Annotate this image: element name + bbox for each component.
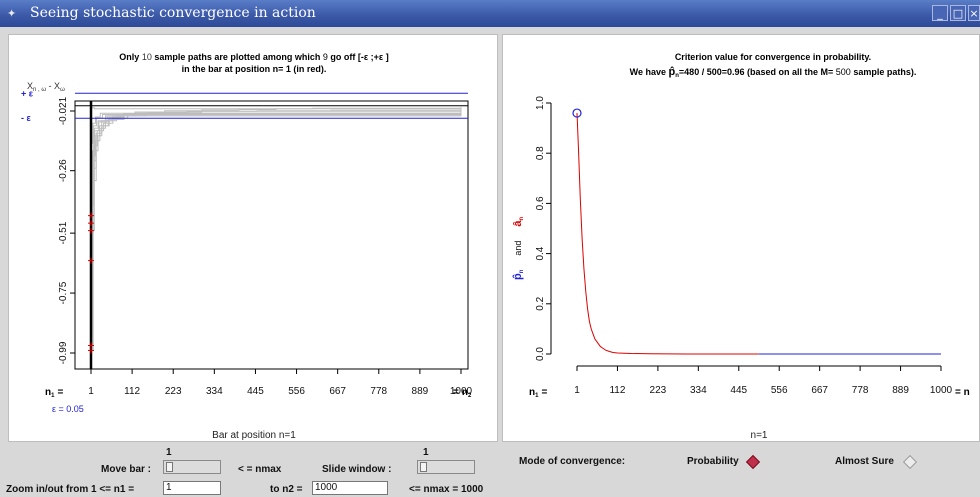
sample-path [91,110,462,352]
x-tick-label: 112 [124,386,140,397]
n1-input[interactable]: 1 [163,481,221,495]
x-tick-label: 334 [206,386,223,397]
y-tick-label: -0.75 [58,281,69,304]
criterion-n1-label: n1 = [529,387,547,399]
x-tick-label: 1000 [450,386,473,397]
criterion-plot-area [563,93,970,365]
plus-epsilon-label: + ε [21,88,34,98]
criterion-series [572,108,941,355]
y-tick-label: -0.99 [58,341,69,364]
y-tick-label: 0.4 [535,246,546,260]
x-tick-label: 556 [771,385,788,396]
criterion-plot-x-axis: 1 112 223 334 445 556 667 778 889 1000 [574,365,953,396]
x-tick-label: 112 [609,385,625,396]
x-tick-label: 667 [811,385,828,396]
off-band-marks [88,212,94,354]
paths-plot-x-axis: 1 112 223 334 445 556 667 778 889 1000 [88,369,473,397]
y-tick-label: 0.8 [535,146,546,160]
move-bar-slider[interactable] [163,460,221,474]
x-tick-label: 556 [288,386,305,397]
x-tick-label: 1000 [930,385,953,396]
paths-plot-frame [74,100,469,370]
n2-input[interactable]: 1000 [312,481,388,495]
p-hat-series [576,113,759,355]
y-tick-label: -0.26 [58,159,69,182]
paths-plot-y-axis: -0.021 -0.26 -0.51 -0.75 -0.99 [58,96,75,364]
x-tick-label: 445 [247,386,264,397]
y-tick-label: 0.2 [535,296,546,310]
sample-path [91,110,462,144]
y-tick-label: 1.0 [535,96,546,110]
criterion-ylabel: p̂nandân [512,216,525,280]
bar-position-caption: Bar at position n=1 [212,430,296,441]
to-n2-label: to n2 = [270,484,303,495]
slide-window-slider[interactable] [417,460,475,474]
criterion-plot-y-axis: 0.0 0.2 0.4 0.6 0.8 1.0 [535,96,552,361]
paths-plot-title-line2: in the bar at position n= 1 (in red). [182,64,327,74]
window-titlebar[interactable]: ✦ Seeing stochastic convergence in actio… [0,0,980,27]
paths-plot-title-line1: Only 10 sample paths are plotted among w… [119,52,388,62]
x-tick-label: 778 [852,385,869,396]
sample-paths [91,107,462,352]
move-bar-slider-thumb[interactable] [166,462,173,472]
epsilon-value: ε = 0.05 [52,404,84,414]
x-tick-label: 1 [88,386,94,397]
slide-window-value: 1 [423,447,429,458]
criterion-plot: Criterion value for convergence in proba… [512,52,970,441]
le-nmax-label: < = nmax [238,464,282,475]
slide-window-slider-thumb[interactable] [420,462,427,472]
nmax-label: <= nmax = 1000 [409,484,484,495]
sample-path [91,107,462,347]
criterion-plot-title-line2: We have p̂n=480 / 500=0.96 (based on all… [630,66,917,79]
paths-plot: Only 10 sample paths are plotted among w… [21,52,473,441]
probability-radio[interactable] [745,454,761,470]
criterion-plot-panel: Criterion value for convergence in proba… [502,34,980,442]
criterion-n2-label: = n [955,387,970,398]
app-icon: ✦ [7,7,17,20]
criterion-plot-title-line1: Criterion value for convergence in proba… [675,52,871,62]
almost-sure-label[interactable]: Almost Sure [835,456,894,467]
paths-plot-ylabel: Xn , ω - Xω [27,81,65,93]
zoom-label: Zoom in/out from 1 <= n1 = [6,484,135,495]
sample-path [91,110,462,182]
mode-of-convergence-label: Mode of convergence: [519,456,626,467]
slide-window-label: Slide window : [322,464,392,475]
x-tick-label: 1 [574,385,580,396]
minus-epsilon-label: - ε [21,113,31,123]
x-tick-label: 778 [370,386,387,397]
x-tick-label: 445 [730,385,747,396]
n1-label: n1 = [45,387,63,399]
n2-label: = n2 [453,387,472,399]
current-value-marker [572,108,582,118]
x-tick-label: 889 [412,386,429,397]
move-bar-value: 1 [166,447,172,458]
sample-path [91,109,462,217]
almost-sure-radio[interactable] [902,454,918,470]
y-tick-label: -0.51 [58,221,69,244]
sample-path [91,109,462,224]
criterion-caption: n=1 [751,430,768,441]
maximize-button[interactable]: □ [950,5,966,21]
x-tick-label: 223 [165,386,182,397]
move-bar-label: Move bar : [101,464,152,475]
x-tick-label: 223 [650,385,667,396]
y-tick-label: -0.021 [58,96,69,125]
x-tick-label: 889 [892,385,909,396]
x-tick-label: 667 [329,386,346,397]
paths-plot-panel: Only 10 sample paths are plotted among w… [8,34,498,442]
close-button[interactable]: × [968,5,980,21]
minimize-button[interactable]: _ [932,5,948,21]
y-tick-label: 0.6 [535,196,546,210]
x-tick-label: 334 [690,385,707,396]
window-title: Seeing stochastic convergence in action [30,5,316,21]
probability-label[interactable]: Probability [687,456,739,467]
sample-path [91,108,462,262]
sample-path [91,108,462,232]
y-tick-label: 0.0 [535,347,546,361]
